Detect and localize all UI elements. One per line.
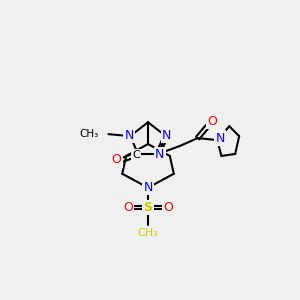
Text: O: O: [208, 115, 218, 128]
Text: CH₃: CH₃: [79, 129, 98, 139]
Text: N: N: [155, 148, 165, 161]
Text: N: N: [143, 181, 153, 194]
Text: CH₃: CH₃: [138, 228, 158, 238]
Text: N: N: [124, 129, 134, 142]
Text: O: O: [123, 201, 133, 214]
Text: N: N: [216, 132, 225, 145]
Text: O: O: [111, 153, 121, 167]
Text: S: S: [143, 201, 152, 214]
Text: N: N: [162, 129, 172, 142]
Text: C: C: [132, 150, 140, 160]
Text: O: O: [163, 201, 173, 214]
